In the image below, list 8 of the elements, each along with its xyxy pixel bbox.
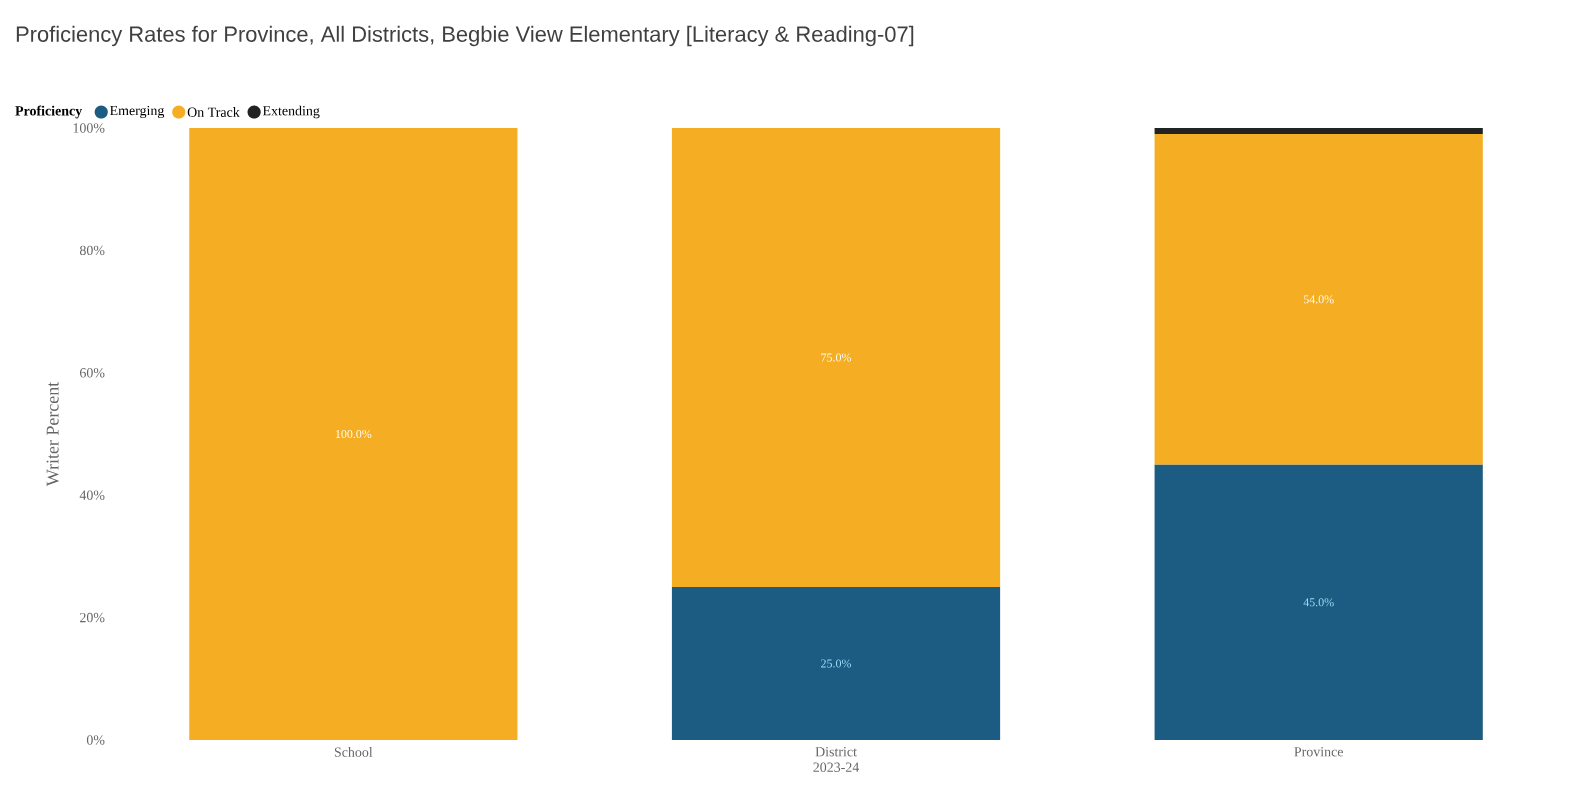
bar [189, 127, 518, 740]
y-axis-title: Writer Percent [46, 381, 59, 487]
bar [671, 127, 1001, 587]
chart-title: Proficiency Rates for Province, All Districts, Begbie View Elementary [Literacy & Reading-07] [16, 25, 914, 47]
bar [671, 587, 1001, 740]
bar [1154, 134, 1483, 465]
bar [1154, 464, 1483, 740]
bar [1154, 127, 1483, 135]
